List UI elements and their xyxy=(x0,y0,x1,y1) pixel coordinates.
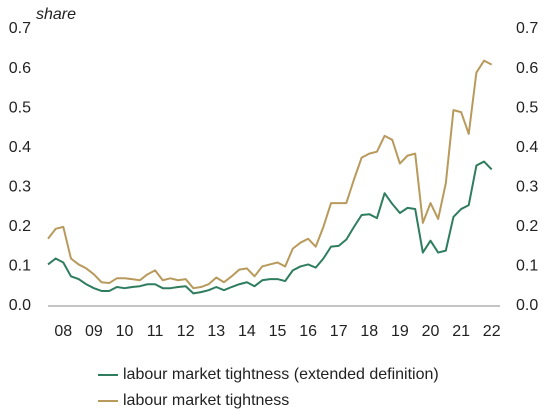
x-tick-label: 12 xyxy=(177,323,195,340)
legend-label: labour market tightness xyxy=(123,392,289,409)
x-tick-label: 11 xyxy=(147,323,164,340)
y-tick-label: 0.3 xyxy=(516,179,538,196)
y-tick-label: 0.2 xyxy=(516,218,538,235)
x-tick-label: 16 xyxy=(299,323,317,340)
y-tick-label: 0.4 xyxy=(9,139,31,156)
y-tick-label: 0.2 xyxy=(9,218,31,235)
y-tick-label: 0.5 xyxy=(9,99,31,116)
y-axis-label: share xyxy=(36,6,76,23)
y-tick-label: 0.1 xyxy=(516,258,538,275)
x-tick-label: 22 xyxy=(483,323,501,340)
x-tick-label: 14 xyxy=(238,323,256,340)
x-tick-label: 08 xyxy=(54,323,72,340)
y-tick-label: 0.7 xyxy=(9,20,31,37)
y-tick-label: 0.6 xyxy=(9,60,31,77)
legend-label: labour market tightness (extended defini… xyxy=(123,366,439,383)
x-tick-label: 10 xyxy=(116,323,134,340)
y-tick-label: 0.4 xyxy=(516,139,538,156)
y-tick-label: 0.7 xyxy=(516,20,538,37)
x-tick-label: 17 xyxy=(330,323,348,340)
y-tick-label: 0.5 xyxy=(516,99,538,116)
x-tick-label: 18 xyxy=(360,323,378,340)
y-tick-label: 0.0 xyxy=(9,297,31,314)
y-tick-label: 0.6 xyxy=(516,60,538,77)
x-tick-label: 09 xyxy=(85,323,103,340)
y-tick-label: 0.0 xyxy=(516,297,538,314)
x-tick-label: 19 xyxy=(391,323,409,340)
x-tick-label: 21 xyxy=(452,323,470,340)
series-line xyxy=(47,59,493,290)
x-tick-label: 15 xyxy=(269,323,287,340)
y-tick-label: 0.1 xyxy=(9,258,31,275)
x-tick-label: 13 xyxy=(207,323,225,340)
y-tick-label: 0.3 xyxy=(9,179,31,196)
x-tick-label: 20 xyxy=(422,323,440,340)
series-line xyxy=(47,160,493,295)
